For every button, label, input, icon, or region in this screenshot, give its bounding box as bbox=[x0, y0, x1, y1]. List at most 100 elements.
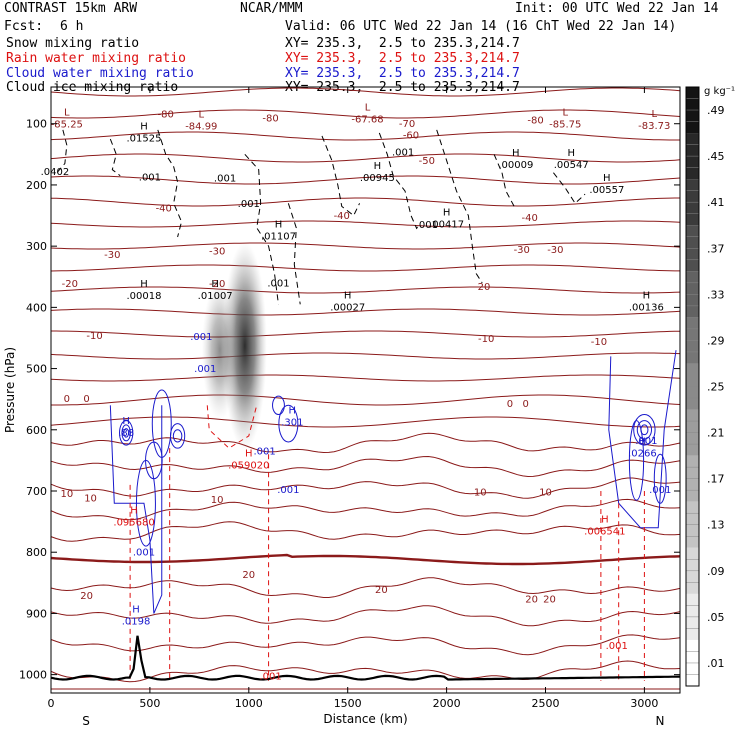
snow-contour-label: .0402 bbox=[41, 167, 70, 178]
cloud-water-contour bbox=[145, 441, 163, 480]
rain-water-label: .006541 bbox=[584, 527, 625, 538]
cloud-water-contour bbox=[172, 429, 183, 443]
y-axis-label: Pressure (hPa) bbox=[3, 347, 17, 433]
extremum-value: .00018 bbox=[126, 291, 161, 302]
extremum-value: .01007 bbox=[198, 291, 233, 302]
isotherm-label: 0 bbox=[507, 399, 513, 410]
snow-contour-line bbox=[56, 129, 68, 174]
center-title: NCAR/MMM bbox=[240, 1, 303, 16]
colorbar-tick-label: .37 bbox=[707, 242, 725, 255]
rain-water-label: .001 bbox=[606, 641, 628, 652]
extremum-value: -84.99 bbox=[185, 121, 217, 132]
y-tick-label: 400 bbox=[26, 301, 47, 314]
field-name-snow: Snow mixing ratio bbox=[6, 36, 140, 51]
colorbar-tick-label: .41 bbox=[707, 196, 725, 209]
cloud-water-label: .001 bbox=[133, 547, 155, 558]
isotherm-line bbox=[50, 660, 681, 683]
snow-contour-label: .001 bbox=[416, 220, 438, 231]
isotherm-label: -60 bbox=[403, 131, 419, 142]
cloud-water-label: .0198 bbox=[122, 617, 151, 628]
y-tick-label: 300 bbox=[26, 240, 47, 253]
cloud-water-label: .001 bbox=[253, 446, 275, 457]
isotherm-line bbox=[50, 242, 681, 250]
forecast-label: Fcst: bbox=[4, 19, 44, 34]
extremum-marker: H bbox=[567, 148, 575, 159]
snow-contour-label: .001 bbox=[238, 199, 260, 210]
cloud-ice-shading bbox=[201, 280, 238, 421]
isotherm-line bbox=[50, 432, 681, 454]
extremum-marker: L bbox=[199, 109, 205, 120]
cloud-water-contour bbox=[633, 413, 656, 446]
extremum-marker: H bbox=[140, 122, 148, 133]
y-tick-label: 600 bbox=[26, 424, 47, 437]
extremum-value: .00417 bbox=[429, 219, 464, 230]
cloud-water-contour bbox=[121, 424, 131, 442]
field-xy-cloud-water: XY= 235.3, 2.5 to 235.3,214.7 bbox=[285, 66, 520, 81]
cloud-water-contour bbox=[636, 420, 653, 440]
x-tick-label: 0 bbox=[48, 697, 55, 710]
extremum-value: -85.25 bbox=[51, 120, 83, 131]
snow-contour-line bbox=[553, 172, 586, 205]
cloud-water-label: .0266 bbox=[628, 448, 657, 459]
extremum-marker: H bbox=[512, 148, 520, 159]
cloud-water-marker: H bbox=[122, 416, 130, 427]
extremum-marker: H bbox=[643, 291, 651, 302]
colorbar-unit: g kg⁻¹ bbox=[704, 86, 735, 97]
south-label: S bbox=[82, 714, 90, 728]
isotherm-line bbox=[50, 498, 681, 521]
isotherm-label: -50 bbox=[419, 156, 435, 167]
rain-water-marker: H bbox=[601, 515, 609, 526]
extremum-marker: H bbox=[603, 173, 611, 184]
north-label: N bbox=[656, 714, 665, 728]
extremum-marker: L bbox=[64, 108, 70, 119]
colorbar-tick-label: .33 bbox=[707, 288, 725, 301]
colorbar-tick-label: .29 bbox=[707, 334, 725, 347]
extremum-value: .01107 bbox=[261, 232, 296, 243]
y-tick-label: 900 bbox=[26, 607, 47, 620]
colorbar-tick-label: .21 bbox=[707, 427, 725, 440]
isotherm-line bbox=[50, 87, 681, 97]
isotherm-line bbox=[50, 109, 681, 119]
y-tick-label: 500 bbox=[26, 363, 47, 376]
isotherm-label: -10 bbox=[478, 334, 494, 345]
colorbar-tick-label: .25 bbox=[707, 381, 725, 394]
isotherm-label: -30 bbox=[104, 250, 120, 261]
isotherm-line bbox=[50, 577, 681, 598]
field-name-cloud-water: Cloud water mixing ratio bbox=[6, 66, 194, 81]
rain-water-label: .059020 bbox=[228, 461, 269, 472]
cloud-water-contour bbox=[278, 404, 299, 443]
isotherm-label: -10 bbox=[86, 331, 102, 342]
cloud-water-marker: H bbox=[132, 605, 140, 616]
isotherm-label: 20 bbox=[80, 591, 93, 602]
isotherm-line bbox=[50, 153, 681, 163]
cloud-ice-shading bbox=[222, 241, 267, 450]
isotherm-line bbox=[51, 330, 681, 338]
isotherm-label: 10 bbox=[474, 488, 487, 499]
y-tick-label: 200 bbox=[26, 179, 47, 192]
isotherm-line bbox=[50, 455, 681, 478]
colorbar-tick-label: .09 bbox=[707, 565, 725, 578]
isotherm-line bbox=[50, 308, 681, 316]
model-title: CONTRAST 15km ARW bbox=[4, 1, 138, 16]
cloud-water-label: .001 bbox=[277, 485, 299, 496]
isotherm-label: -80 bbox=[158, 109, 174, 120]
init-time: Init: 00 UTC Wed 22 Jan 14 bbox=[515, 1, 719, 16]
terrain-line bbox=[50, 635, 681, 681]
rain-water-marker: H bbox=[130, 505, 138, 516]
x-axis-label: Distance (km) bbox=[323, 712, 407, 726]
rain-contour-line bbox=[206, 405, 258, 449]
snow-contours bbox=[56, 129, 586, 305]
colorbar-tick-label: .01 bbox=[707, 657, 725, 670]
isotherm-label: -40 bbox=[156, 204, 172, 215]
snow-contour-label: .001 bbox=[392, 148, 414, 159]
cloud-water-marker: H bbox=[639, 436, 647, 447]
cloud-water-label: .001 bbox=[635, 436, 657, 447]
plot-area: -80 -80 -80 -70-60 -50 -40 -40 -40 -30 -30 -30 -30 -… bbox=[41, 87, 681, 690]
isotherm-label: 0 bbox=[523, 399, 529, 410]
isotherm-label: -20 bbox=[62, 279, 78, 290]
valid-time: Valid: 06 UTC Wed 22 Jan 14 (16 ChT Wed … bbox=[285, 19, 677, 34]
extremum-marker: L bbox=[562, 108, 568, 119]
extremum-marker: H bbox=[275, 220, 283, 231]
extremum-marker: H bbox=[443, 207, 451, 218]
extremum-value: .00009 bbox=[498, 160, 533, 171]
